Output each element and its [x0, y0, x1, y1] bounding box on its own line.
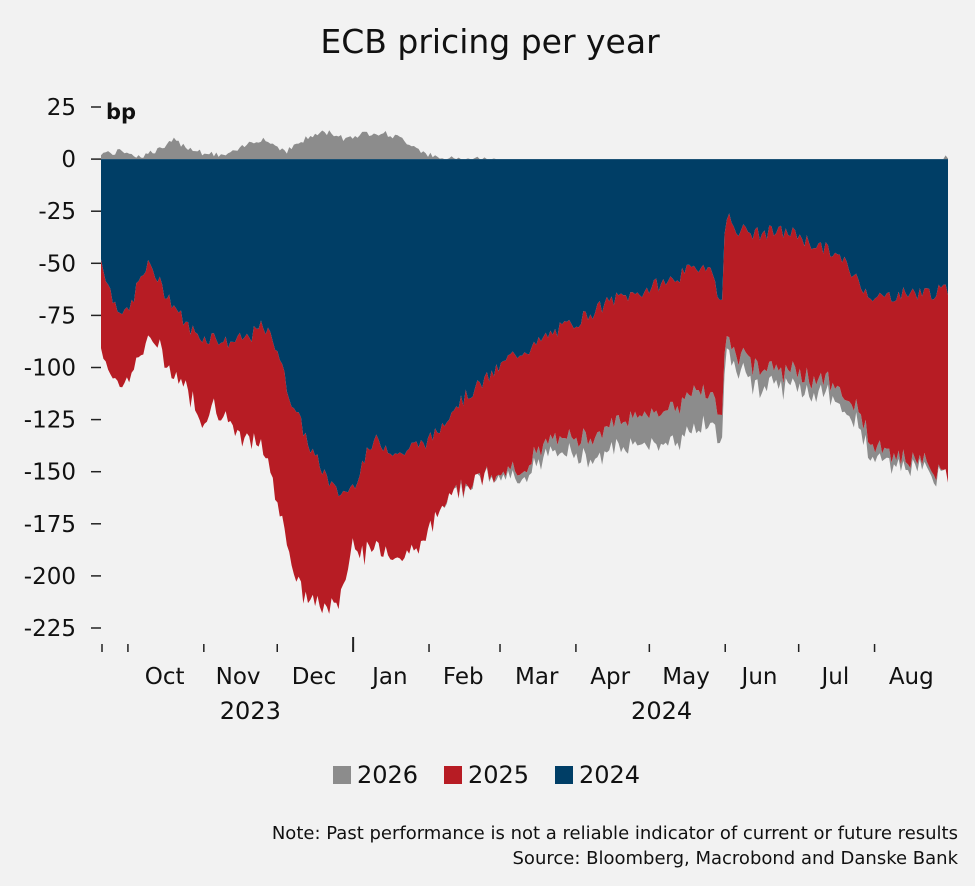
legend-label-2026: 2026 — [357, 761, 418, 789]
x-month-label: Aug — [889, 664, 934, 690]
chart-title: ECB pricing per year — [320, 22, 660, 61]
x-year-label: 2023 — [220, 697, 281, 725]
x-month-label: Nov — [216, 664, 261, 690]
y-tick-label: -50 — [38, 251, 76, 277]
y-axis-unit: bp — [106, 100, 136, 124]
x-month-label: Mar — [515, 664, 559, 690]
y-tick-label: -200 — [24, 564, 76, 590]
series-2026-area — [101, 335, 948, 614]
note-disclaimer: Note: Past performance is not a reliable… — [272, 823, 958, 844]
y-tick-label: -175 — [24, 512, 76, 538]
series-areas — [101, 130, 948, 614]
x-axis: Oct Nov Dec Jan Feb Mar Apr May Jun Jul Aug 2023 202… — [101, 637, 934, 725]
series-2026-area-positive — [101, 130, 948, 160]
y-tick-label: -225 — [24, 616, 76, 642]
legend-label-2025: 2025 — [468, 761, 529, 789]
x-month-label: Oct — [145, 664, 185, 690]
x-month-label: May — [662, 664, 710, 690]
x-month-label: Apr — [590, 664, 630, 690]
legend-swatch-2025 — [444, 766, 462, 784]
y-tick-label: 25 — [47, 95, 76, 121]
series-2024-area — [101, 159, 948, 497]
y-tick-label: -25 — [38, 199, 76, 225]
x-month-label: Jul — [820, 664, 850, 690]
x-month-label: Jan — [370, 664, 407, 690]
x-month-label: Jun — [740, 664, 778, 690]
y-tick-label: 0 — [61, 147, 76, 173]
series-2025-area — [101, 213, 948, 614]
x-month-label: Dec — [292, 664, 337, 690]
x-month-label: Feb — [443, 664, 484, 690]
legend-swatch-2024 — [555, 766, 573, 784]
y-tick-label: -75 — [38, 303, 76, 329]
plot-area: 250-25-50-75-100-125-150-175-200-225 bp … — [24, 95, 948, 725]
y-tick-label: -100 — [24, 356, 76, 382]
note-source: Source: Bloomberg, Macrobond and Danske … — [513, 848, 959, 869]
y-tick-label: -125 — [24, 408, 76, 434]
legend: 2026 2025 2024 — [333, 761, 640, 789]
legend-label-2024: 2024 — [579, 761, 640, 789]
legend-swatch-2026 — [333, 766, 351, 784]
y-tick-label: -150 — [24, 460, 76, 486]
x-year-label: 2024 — [631, 697, 692, 725]
y-axis: 25 0 -25 -50 -75 -100 -125 -150 -175 -200 -225 — [24, 95, 101, 642]
